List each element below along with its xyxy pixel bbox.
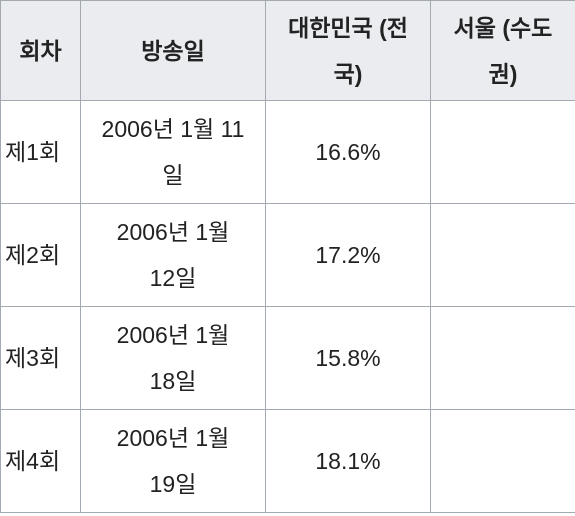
table-cell: 제2회	[0, 203, 81, 307]
header-cell: 서울 (수도권)	[430, 0, 575, 101]
empty-cell	[430, 100, 575, 204]
empty-cell	[430, 203, 575, 307]
table-cell: 제1회	[0, 100, 81, 204]
table-cell: 18.1%	[265, 409, 431, 513]
table-row: 제3회 2006년 1월 18일 15.8%	[0, 306, 575, 410]
table-cell: 2006년 1월 18일	[80, 306, 266, 410]
header-cell: 방송일	[80, 0, 266, 101]
table-cell: 제4회	[0, 409, 81, 513]
table-cell: 2006년 1월 12일	[80, 203, 266, 307]
table-cell: 15.8%	[265, 306, 431, 410]
table-row: 제4회 2006년 1월 19일 18.1%	[0, 409, 575, 513]
empty-cell	[430, 409, 575, 513]
table-body: 제1회 2006년 1월 11일 16.6% 제2회 2006년 1월 12일 17.2%…	[0, 100, 575, 513]
empty-cell	[430, 306, 575, 410]
table-row: 제1회 2006년 1월 11일 16.6%	[0, 100, 575, 204]
table-cell: 16.6%	[265, 100, 431, 204]
table-cell: 제3회	[0, 306, 81, 410]
table-cell: 2006년 1월 19일	[80, 409, 266, 513]
header-cell: 회차	[0, 0, 81, 101]
table-row: 제2회 2006년 1월 12일 17.2%	[0, 203, 575, 307]
table-header: 회차 방송일 대한민국 (전국) 서울 (수도권)	[0, 0, 575, 101]
header-cell: 대한민국 (전국)	[265, 0, 431, 101]
table-cell: 17.2%	[265, 203, 431, 307]
table-cell: 2006년 1월 11일	[80, 100, 266, 204]
header-row: 회차 방송일 대한민국 (전국) 서울 (수도권)	[0, 0, 575, 101]
